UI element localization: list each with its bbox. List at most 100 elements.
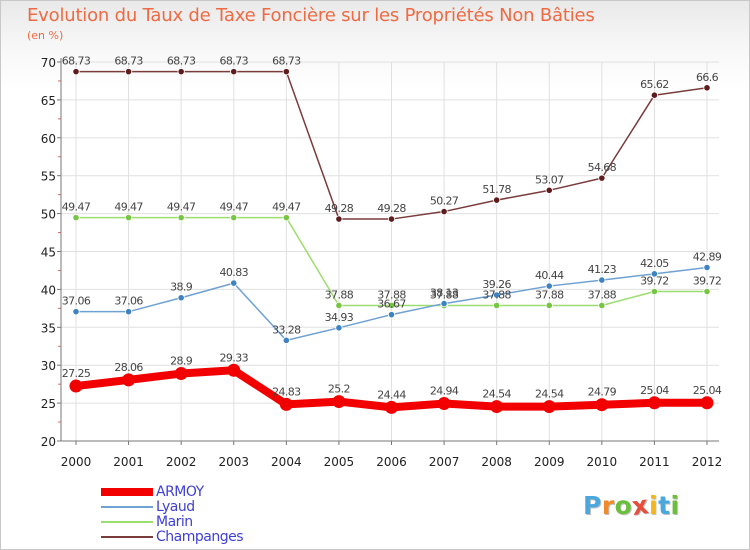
data-label: 24.79 <box>588 386 617 399</box>
data-point <box>230 279 238 287</box>
data-point <box>598 174 606 182</box>
data-label: 27.25 <box>62 367 91 380</box>
data-label: 25.2 <box>328 383 350 396</box>
data-label: 25.04 <box>640 384 669 397</box>
data-point <box>440 299 448 308</box>
data-label: 54.68 <box>588 161 617 174</box>
data-label: 37.88 <box>482 288 511 301</box>
data-point <box>595 398 609 412</box>
data-point <box>177 214 185 222</box>
data-point <box>493 291 501 299</box>
data-label: 24.83 <box>272 385 301 398</box>
y-tick-label: 40 <box>41 283 56 297</box>
y-tick-label: 30 <box>41 359 56 373</box>
x-tick-label: 2009 <box>534 455 565 469</box>
x-tick-label: 2003 <box>218 455 249 469</box>
data-point <box>387 301 396 310</box>
data-point <box>122 373 136 387</box>
data-point <box>124 308 133 316</box>
data-label: 37.88 <box>588 288 617 301</box>
data-point <box>124 68 133 76</box>
data-point <box>72 308 80 316</box>
x-tick-label: 2001 <box>113 455 144 469</box>
data-label: 24.44 <box>377 388 406 401</box>
data-label: 39.72 <box>693 275 722 288</box>
data-label: 37.88 <box>325 288 354 301</box>
data-point <box>703 263 711 272</box>
data-point <box>650 287 659 296</box>
y-tick-label: 45 <box>41 246 56 260</box>
data-point <box>545 282 553 290</box>
data-label: 34.93 <box>325 311 354 324</box>
data-point <box>700 396 714 410</box>
data-point <box>598 276 606 284</box>
proxiti-logo: Proxiti <box>583 489 680 522</box>
x-tick-label: 2000 <box>61 455 92 469</box>
data-label: 66.6 <box>696 71 719 84</box>
data-label: 28.9 <box>170 355 193 368</box>
x-tick-label: 2004 <box>271 455 302 469</box>
data-label: 41.23 <box>588 263 617 276</box>
data-point <box>387 215 396 223</box>
data-point <box>387 311 396 319</box>
chart-title: Evolution du Taux de Taxe Foncière sur l… <box>27 5 595 26</box>
data-label: 24.94 <box>430 385 459 398</box>
legend-label: ARMOY <box>156 484 204 500</box>
data-label: 49.28 <box>377 202 406 215</box>
data-label: 39.26 <box>482 278 511 291</box>
y-tick-label: 65 <box>41 94 56 108</box>
data-label: 39.72 <box>640 275 669 288</box>
legend-swatch <box>101 488 153 496</box>
data-point <box>545 301 553 310</box>
data-point <box>230 68 238 76</box>
data-label: 40.83 <box>220 266 249 279</box>
x-tick-label: 2012 <box>692 455 723 469</box>
y-tick-label: 20 <box>41 435 56 449</box>
data-label: 68.73 <box>167 55 196 68</box>
data-label: 42.05 <box>640 257 669 270</box>
chart-subtitle: (en %) <box>27 29 64 42</box>
data-point <box>282 336 290 344</box>
data-label: 38.9 <box>170 281 193 294</box>
data-label: 53.07 <box>535 173 564 186</box>
data-point <box>703 287 711 296</box>
data-point <box>174 367 188 381</box>
x-tick-label: 2005 <box>324 455 355 469</box>
data-label: 49.47 <box>114 201 143 214</box>
data-label: 29.33 <box>220 351 249 364</box>
data-point <box>279 397 293 411</box>
data-label: 38.13 <box>430 287 459 300</box>
y-tick-label: 55 <box>41 170 56 184</box>
data-point <box>703 84 711 92</box>
legend-swatch <box>101 506 153 508</box>
legend-label: Marin <box>156 514 193 530</box>
data-label: 37.06 <box>114 295 143 308</box>
legend-swatch <box>101 536 153 538</box>
y-tick-label: 50 <box>41 208 56 222</box>
x-tick-label: 2010 <box>587 455 618 469</box>
data-label: 49.47 <box>62 201 91 214</box>
data-point <box>230 214 238 222</box>
data-label: 36.67 <box>377 298 406 311</box>
x-tick-label: 2008 <box>481 455 512 469</box>
data-point <box>385 400 398 414</box>
data-label: 25.04 <box>693 384 722 397</box>
data-label: 28.06 <box>114 361 143 374</box>
data-label: 49.47 <box>220 201 249 214</box>
data-label: 68.73 <box>62 55 91 68</box>
data-label: 24.54 <box>535 388 564 401</box>
data-point <box>647 396 661 410</box>
data-point <box>493 301 501 310</box>
data-point <box>650 91 659 99</box>
x-tick-label: 2006 <box>376 455 407 469</box>
data-point <box>440 207 448 216</box>
data-label: 37.88 <box>430 288 459 301</box>
data-point <box>177 294 185 302</box>
data-point <box>282 68 290 76</box>
data-label: 49.28 <box>325 202 354 215</box>
legend-swatch <box>101 521 153 523</box>
data-point <box>437 397 451 411</box>
data-label: 37.88 <box>535 288 564 301</box>
data-label: 24.54 <box>482 388 511 401</box>
